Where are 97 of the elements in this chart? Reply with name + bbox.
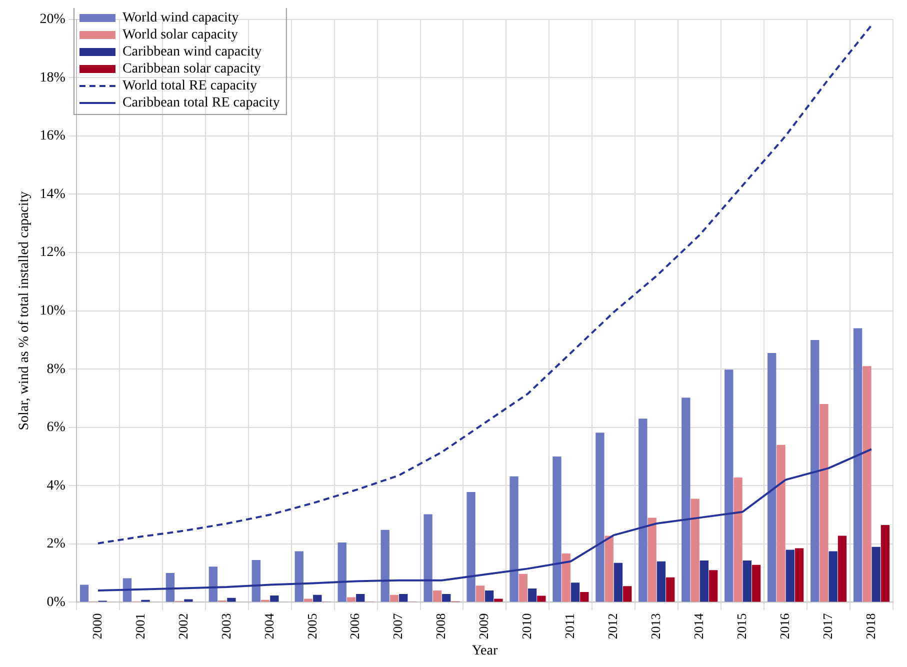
x-tick-label: 2003 [218,613,234,640]
bar [227,598,236,602]
x-tick-label: 2015 [734,613,750,640]
bar [484,590,494,602]
bar [700,560,709,602]
bar [476,586,485,602]
y-tick-label: 10% [40,303,66,318]
x-tick-label: 2011 [562,613,578,639]
x-tick-label: 2014 [691,612,706,640]
legend-label: World solar capacity [122,28,238,43]
bar [570,582,580,602]
bar [424,514,432,602]
bar [820,404,828,602]
bar [838,536,847,602]
bar [614,562,623,602]
bar [294,551,304,602]
bar [752,564,761,602]
x-tick-label: 2008 [433,613,448,640]
bar [270,596,279,602]
bar [399,594,408,602]
x-tick-label: 2009 [476,613,492,640]
x-tick-label: 2018 [862,613,878,640]
bar [828,551,838,602]
y-axis-title: Solar, wind as % of total installed capacity [17,191,32,430]
line-series [96,24,873,544]
y-tick-label: 8% [46,362,66,377]
x-tick-label: 2000 [89,613,104,640]
legend-label: World wind capacity [122,10,239,26]
bar [528,588,537,602]
x-tick-label: 2005 [304,613,320,640]
bar [596,432,604,602]
bar [880,524,890,602]
bar [518,574,528,602]
bar [510,476,518,602]
y-tick-label: 20% [40,12,66,28]
x-tick-label: 2016 [776,612,792,640]
bar [872,546,880,602]
x-tick-label: 2013 [648,613,664,640]
x-tick-label: 2017 [820,612,835,640]
x-axis-title: Year [472,643,498,658]
y-tick-label: 6% [46,420,66,436]
bar [304,598,313,602]
bar [346,597,356,602]
bar [666,577,675,602]
bar [708,570,718,602]
bar [734,477,742,602]
bar [862,366,872,602]
bar [656,561,666,602]
bar [682,398,690,602]
y-tick-label: 0% [46,594,66,610]
bar [80,584,89,602]
x-tick-label: 2010 [519,613,534,640]
bar [252,560,260,602]
bar [648,518,656,602]
y-tick-label: 16% [40,128,66,144]
bar [466,492,476,602]
legend-label: Caribbean wind capacity [122,44,262,60]
legend-label: Caribbean solar capacity [122,62,261,77]
bar [786,550,794,602]
bar [552,456,562,602]
y-tick-label: 12% [40,245,66,260]
bar [494,598,503,602]
bar [313,594,322,602]
bar [166,573,175,602]
bar [638,418,648,602]
x-tick-label: 2006 [347,612,362,640]
legend-label: Caribbean total RE capacity [122,96,280,111]
bar [537,596,546,602]
bar [380,530,390,602]
bar [390,594,399,602]
y-tick-label: 14% [40,186,66,202]
x-tick-label: 2004 [261,612,276,640]
legend-label: World total RE capacity [122,78,258,94]
bar [432,590,442,602]
x-tick-label: 2002 [175,613,190,640]
y-tick-label: 4% [46,478,66,494]
bar [768,353,776,602]
bar [442,594,451,602]
bar [794,548,804,602]
x-tick-label: 2007 [390,612,406,640]
bar [776,444,786,602]
x-tick-label: 2012 [605,613,620,640]
x-tick-label: 2001 [132,613,148,640]
y-tick-label: 18% [40,70,66,86]
bar [724,370,734,602]
y-tick-label: 2% [46,536,66,552]
bar [623,586,632,602]
bar [562,554,570,602]
bar [580,592,589,602]
bar [742,560,752,602]
bar [356,594,365,602]
bar [604,536,614,602]
bar [208,566,218,602]
bar [690,498,700,602]
bar [338,542,346,602]
bar [810,340,820,602]
bar [853,328,862,602]
